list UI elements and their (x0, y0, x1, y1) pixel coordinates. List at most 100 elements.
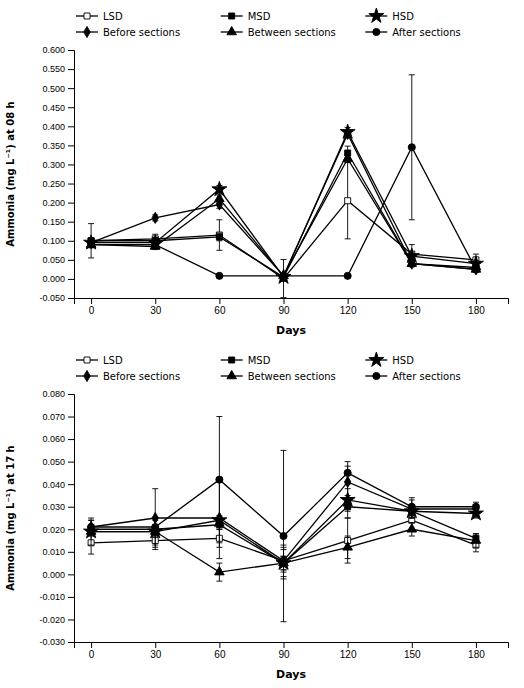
tick-mark (68, 203, 74, 204)
legend-symbol (227, 26, 237, 34)
error-bar (473, 266, 479, 272)
series-line (91, 134, 476, 276)
tick-label: 0.300 (42, 160, 65, 170)
x-tick: 120 (340, 298, 357, 316)
tick-mark (68, 597, 74, 598)
point (215, 567, 225, 575)
legend-item: LSD (76, 11, 123, 22)
point (216, 234, 222, 240)
tick-label: 0.350 (42, 141, 65, 151)
x-tick: 60 (214, 642, 226, 660)
tick-mark (219, 298, 220, 304)
point (473, 503, 479, 514)
tick-label: 0.100 (42, 236, 65, 246)
y-tick: 0.350 (42, 141, 74, 151)
tick-label: 0.070 (42, 412, 65, 422)
tick-label: 180 (468, 305, 485, 316)
error-bar (345, 518, 351, 563)
tick-mark (412, 298, 413, 304)
error-bar (473, 502, 479, 511)
series (86, 153, 480, 278)
x-axis: 0306090120150180 (75, 298, 509, 316)
tick-mark (348, 642, 349, 648)
y-tick: 0.080 (42, 389, 74, 399)
legend-label: HSD (392, 355, 414, 366)
x-tick: 120 (340, 642, 357, 660)
tick-label: 30 (150, 305, 162, 316)
series (88, 75, 480, 280)
tick-mark (68, 50, 74, 51)
y-tick: 0.060 (42, 434, 74, 444)
error-bar (409, 75, 415, 220)
point (407, 524, 417, 532)
legend-item: MSD (221, 355, 271, 366)
point (343, 153, 353, 161)
tick-mark (68, 145, 74, 146)
legend-label: After sections (392, 371, 460, 382)
x-tick: 60 (214, 298, 226, 316)
tick-label: 90 (278, 305, 290, 316)
tick-label: 60 (214, 649, 226, 660)
error-bar (88, 224, 94, 258)
legend-item: HSD (365, 352, 414, 366)
y-tick: 0.150 (42, 217, 74, 227)
axis-line (68, 395, 75, 643)
x-tick: 180 (468, 298, 485, 316)
point (152, 212, 158, 223)
tick-label: 150 (404, 305, 421, 316)
point (152, 241, 159, 248)
legend-item: HSD (365, 8, 414, 22)
tick-mark (68, 279, 74, 280)
tick-mark (348, 298, 349, 304)
point (408, 503, 415, 510)
y-axis-title: Ammonia (mg L⁻¹) at 17 h (5, 445, 16, 590)
x-axis-title: Days (276, 324, 306, 337)
point (279, 270, 289, 278)
y-tick: -0.030 (39, 637, 74, 647)
legend-label: Before sections (103, 371, 180, 382)
y-tick: 0.040 (42, 480, 74, 490)
legend-label: Before sections (103, 27, 180, 38)
tick-mark (68, 241, 74, 242)
legend-label: MSD (248, 355, 271, 366)
tick-label: -0.020 (39, 615, 65, 625)
tick-mark (68, 222, 74, 223)
x-tick: 30 (150, 298, 162, 316)
legend-symbol (373, 28, 380, 35)
error-bar (281, 259, 287, 297)
legend: LSDMSDHSDBefore sectionsBetween sections… (76, 352, 461, 381)
tick-mark (91, 298, 92, 304)
marks (84, 417, 484, 622)
x-tick: 180 (468, 642, 485, 660)
x-tick: 150 (404, 642, 421, 660)
point (215, 193, 225, 201)
tick-mark (68, 552, 74, 553)
tick-label: 150 (404, 649, 421, 660)
legend-symbol (373, 372, 380, 379)
x-tick: 90 (278, 642, 290, 660)
point (344, 469, 351, 476)
marks (84, 75, 484, 298)
point (471, 264, 481, 272)
legend-item: After sections (365, 371, 460, 382)
legend-symbol (369, 8, 384, 22)
y-tick: 0.100 (42, 236, 74, 246)
axis-line (75, 299, 509, 305)
legend-symbol (229, 13, 235, 19)
tick-label: 0.550 (42, 64, 65, 74)
tick-mark (68, 298, 74, 299)
series-line (91, 132, 476, 277)
y-tick: 0.450 (42, 103, 74, 113)
y-axis: -0.0500.0000.0500.1000.1500.2000.2500.30… (39, 45, 74, 303)
series (88, 146, 479, 280)
tick-mark (284, 642, 285, 648)
tick-mark (68, 642, 74, 643)
y-tick: -0.020 (39, 615, 74, 625)
legend-item: Before sections (76, 26, 180, 37)
legend-symbol (84, 26, 90, 37)
tick-mark (476, 298, 477, 304)
legend-label: HSD (392, 11, 414, 22)
panel: 0306090120150180-0.0500.0000.0500.1000.1… (5, 8, 509, 337)
x-tick: 0 (89, 642, 95, 660)
tick-label: 120 (340, 305, 357, 316)
